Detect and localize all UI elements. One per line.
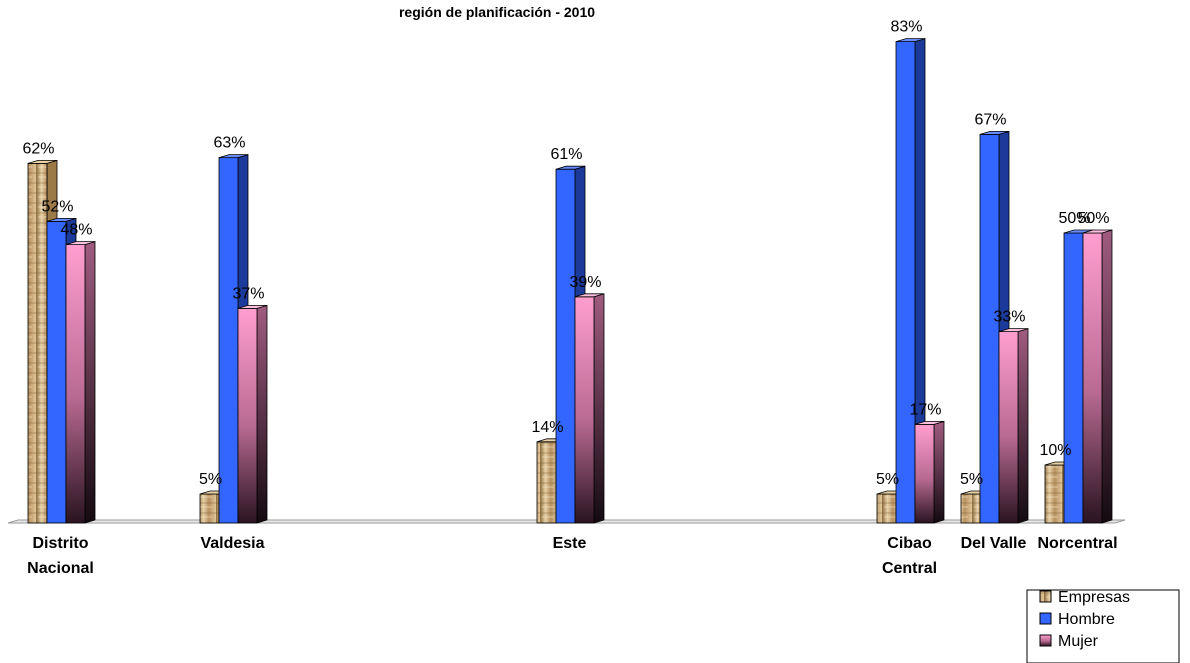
data-label-mujer-5: 50% [1077,210,1109,227]
data-label-empresas-1: 5% [199,471,222,488]
data-label-mujer-1: 37% [232,285,264,302]
chart-title: región de planificación - 2010 [399,4,595,20]
data-label-mujer-4: 33% [993,309,1025,326]
category-label-4: Del Valle [961,535,1027,552]
data-label-hombre-4: 67% [974,111,1006,128]
data-label-empresas-0: 62% [22,140,54,157]
bar-mujer-1 [237,304,268,524]
data-label-hombre-0: 52% [41,198,73,215]
legend-item-mujer: Mujer [1039,633,1099,650]
category-label-3: Cibao Central [882,535,937,577]
legend: Empresas Hombre Mujer [1026,589,1180,663]
data-label-hombre-5: 50% [1058,210,1090,227]
legend-label-mujer: Mujer [1058,633,1099,650]
legend-label-hombre: Hombre [1058,611,1115,628]
data-label-empresas-2: 14% [531,419,563,436]
legend-swatch-empresas [1039,590,1052,603]
data-label-empresas-3: 5% [876,471,899,488]
legend-box [1026,589,1180,663]
legend-swatch-hombre [1039,612,1052,625]
legend-item-hombre: Hombre [1039,611,1115,628]
bar-mujer-3 [914,420,945,524]
data-label-mujer-0: 48% [60,222,92,239]
bar-mujer-0 [65,241,96,524]
category-label-1: Valdesia [200,535,264,552]
bar-mujer-2 [574,293,605,524]
data-label-mujer-3: 17% [909,401,941,418]
category-label-5: Norcentral [1037,535,1117,552]
legend-item-empresas: Empresas [1039,589,1130,606]
category-label-0: Distrito Nacional [27,535,94,577]
data-label-empresas-4: 5% [960,471,983,488]
legend-swatch-mujer [1039,634,1052,647]
bar-mujer-5 [1082,229,1113,524]
data-label-empresas-5: 10% [1039,442,1071,459]
data-label-mujer-2: 39% [569,274,601,291]
data-label-hombre-2: 61% [550,146,582,163]
category-label-2: Este [553,535,587,552]
data-label-hombre-3: 83% [890,19,922,36]
data-label-hombre-1: 63% [213,135,245,152]
legend-label-empresas: Empresas [1058,589,1130,606]
bar-mujer-4 [998,328,1029,524]
